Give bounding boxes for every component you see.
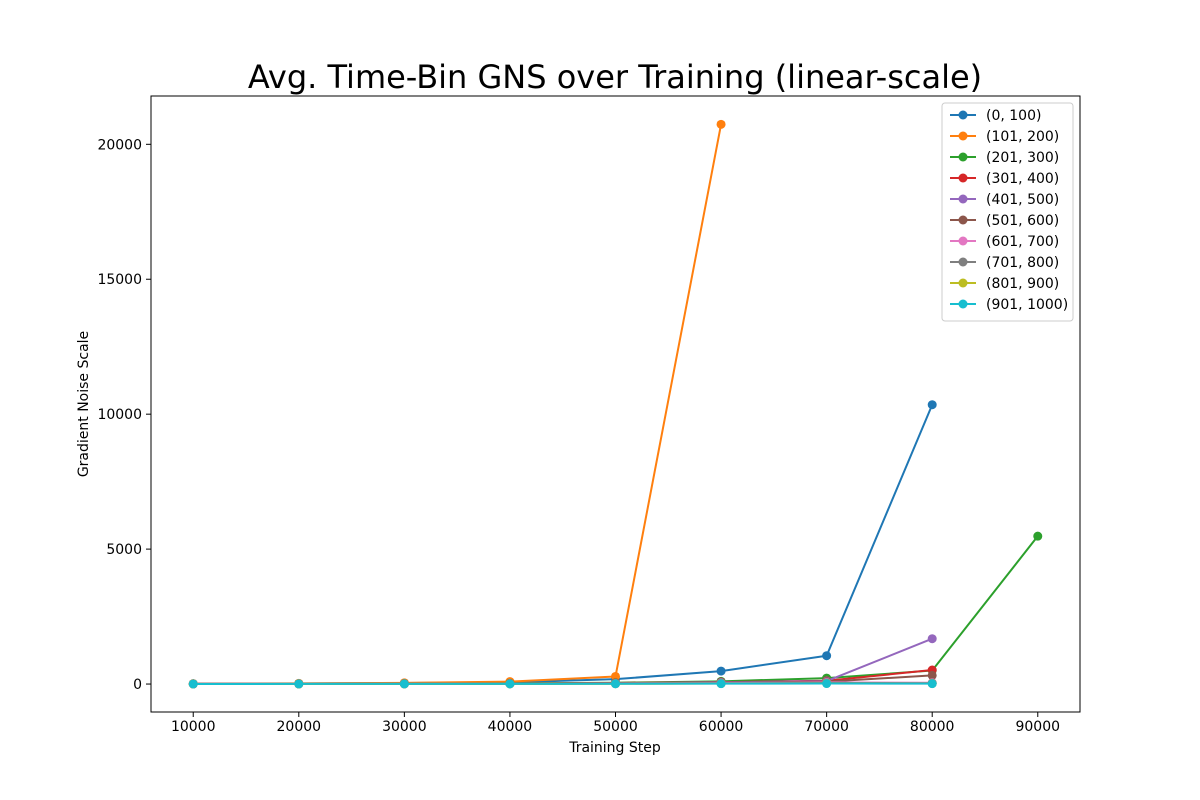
data-point	[927, 634, 937, 644]
y-tick-label: 15000	[97, 272, 142, 288]
legend-label: (601, 700)	[986, 234, 1059, 250]
series-group	[188, 119, 1043, 689]
data-point	[611, 671, 620, 681]
legend-swatch-marker	[958, 257, 968, 267]
data-point	[927, 679, 937, 689]
series-2	[188, 531, 1043, 689]
series-9	[188, 679, 937, 689]
series-line	[193, 535, 1039, 685]
chart-title: Avg. Time-Bin GNS over Training (linear-…	[248, 58, 982, 96]
x-tick-label: 60000	[699, 719, 744, 735]
data-point	[611, 679, 620, 689]
legend-label: (401, 500)	[986, 192, 1059, 208]
series-line	[193, 124, 723, 685]
data-point	[399, 679, 409, 689]
legend-label: (801, 900)	[986, 276, 1059, 292]
x-tick-label: 40000	[488, 719, 533, 735]
y-axis: 0 5000 10000 15000 20000	[97, 137, 151, 693]
data-point	[927, 670, 937, 680]
legend-swatch-marker	[958, 299, 968, 309]
legend-swatch-marker	[958, 215, 968, 225]
data-point	[716, 679, 726, 689]
plot-area	[150, 95, 1081, 713]
x-tick-label: 70000	[804, 719, 849, 735]
x-axis-label: Training Step	[568, 740, 661, 756]
x-tick-label: 50000	[593, 719, 638, 735]
series-1	[188, 119, 726, 689]
series-line	[193, 637, 933, 685]
x-tick-label: 20000	[277, 719, 322, 735]
legend-label: (0, 100)	[986, 108, 1041, 124]
data-point	[716, 119, 726, 129]
x-axis: 10000 20000 30000 40000 50000 60000 70000 80000…	[171, 712, 1060, 735]
y-tick-label: 10000	[97, 407, 142, 423]
data-point	[822, 651, 832, 661]
series-line	[193, 404, 934, 685]
legend-label: (301, 400)	[986, 171, 1059, 187]
data-point	[716, 666, 726, 676]
y-tick-label: 5000	[106, 542, 142, 558]
legend-swatch-marker	[958, 236, 968, 246]
data-point	[927, 400, 937, 410]
legend-swatch-marker	[958, 194, 968, 204]
plot-frame	[150, 95, 1081, 713]
data-point	[294, 679, 304, 689]
legend-label: (201, 300)	[986, 150, 1059, 166]
x-tick-label: 10000	[171, 719, 216, 735]
data-point	[188, 679, 198, 689]
legend: (0, 100) (101, 200) (201, 300) (301, 400) (4…	[941, 102, 1074, 322]
x-tick-label: 80000	[910, 719, 955, 735]
x-tick-label: 30000	[382, 719, 427, 735]
legend-swatch-marker	[958, 152, 968, 162]
data-point	[505, 679, 515, 689]
x-tick-label: 90000	[1015, 719, 1060, 735]
legend-label: (701, 800)	[986, 255, 1059, 271]
data-point	[1033, 531, 1043, 541]
legend-swatch-marker	[958, 173, 968, 183]
series-0	[188, 400, 937, 689]
legend-swatch-marker	[958, 131, 968, 141]
y-axis-label: Gradient Noise Scale	[76, 331, 92, 477]
legend-label: (901, 1000)	[986, 297, 1068, 313]
legend-label: (501, 600)	[986, 213, 1059, 229]
data-point	[822, 679, 832, 689]
legend-swatch-marker	[958, 110, 968, 120]
y-tick-label: 0	[133, 677, 142, 693]
y-tick-label: 20000	[97, 137, 142, 153]
legend-swatch-marker	[958, 278, 968, 288]
legend-label: (101, 200)	[986, 129, 1059, 145]
